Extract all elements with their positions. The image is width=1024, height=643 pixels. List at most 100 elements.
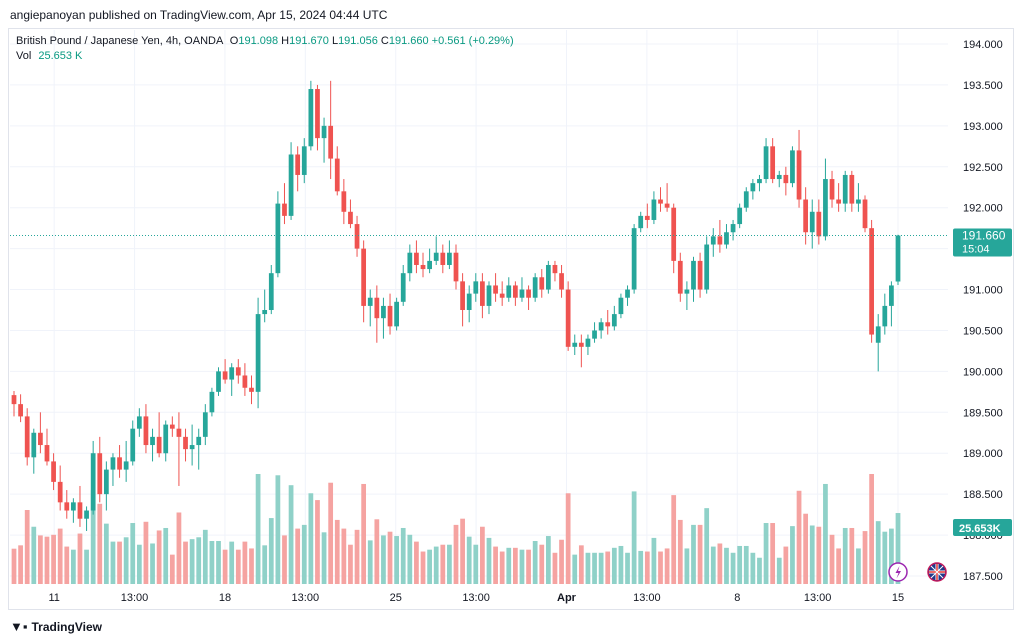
- candle-body: [97, 453, 103, 495]
- high-label: H: [281, 35, 290, 47]
- candle-body: [216, 371, 221, 392]
- candle-body: [803, 199, 809, 233]
- candle-body: [209, 391, 215, 413]
- candle: [341, 179, 347, 225]
- candle: [526, 285, 531, 310]
- candle-body: [387, 305, 393, 327]
- volume-bar: [757, 557, 762, 584]
- candle-body: [136, 416, 142, 429]
- candle: [282, 183, 287, 225]
- time-axis[interactable]: 11 13:00 18 13:00 25 13:00 Apr 13:00 8 13:00 15: [48, 592, 904, 604]
- volume-bar: [143, 521, 149, 584]
- volume-bar: [275, 475, 281, 584]
- candle: [750, 179, 756, 200]
- volume-bar: [328, 482, 334, 584]
- candle: [539, 269, 545, 298]
- open-value: 191.098: [238, 35, 279, 47]
- candle-body: [816, 211, 822, 237]
- candle-body: [268, 273, 274, 310]
- price-axis[interactable]: 194.000193.500193.000192.500192.000191.5…: [963, 39, 1003, 583]
- volume-value: 25.653 K: [38, 50, 83, 62]
- y-tick-label: 188.500: [963, 489, 1003, 501]
- candle-body: [875, 326, 881, 343]
- publisher-line: angiepanoyan published on TradingView.co…: [10, 8, 388, 22]
- candle: [730, 219, 736, 241]
- candle: [209, 387, 215, 417]
- candle-body: [664, 203, 670, 208]
- volume-bar: [315, 500, 320, 584]
- volume-bar: [216, 541, 221, 584]
- candle-body: [44, 445, 50, 462]
- volume-bar: [440, 544, 446, 584]
- symbol-title[interactable]: British Pound / Japanese Yen, 4h, OANDA: [16, 35, 223, 47]
- candle: [658, 187, 663, 212]
- chart-legend: British Pound / Japanese Yen, 4h, OANDA …: [16, 34, 514, 64]
- volume-bar: [585, 552, 591, 584]
- candle-body: [367, 297, 373, 306]
- volume-bar: [341, 528, 347, 584]
- volume-bar: [282, 535, 287, 584]
- candle-body: [644, 215, 650, 220]
- volume-bar: [222, 549, 228, 584]
- chart-frame[interactable]: [8, 28, 1014, 610]
- candle: [803, 187, 809, 245]
- candle-body: [57, 481, 63, 503]
- volume-bar: [18, 545, 23, 584]
- volume-bar: [460, 518, 465, 584]
- candle: [545, 260, 551, 294]
- lightning-icon[interactable]: [888, 562, 908, 582]
- candle: [156, 412, 162, 458]
- candle: [671, 203, 677, 274]
- candle: [348, 199, 353, 229]
- volume-bar: [70, 549, 76, 584]
- candle: [743, 187, 749, 212]
- candle-body: [506, 285, 512, 298]
- candle-body: [572, 342, 578, 347]
- volume-bar: [532, 541, 538, 584]
- volume-label: Vol: [16, 50, 32, 62]
- candle: [651, 191, 657, 225]
- candle-body: [24, 416, 30, 458]
- x-tick-label: 8: [734, 592, 740, 604]
- candle-body: [611, 314, 617, 327]
- candles: [11, 80, 901, 531]
- candle-body: [163, 424, 169, 454]
- candle: [117, 445, 122, 478]
- volume-badge: 25.653K: [953, 519, 1012, 536]
- uk-flag-icon[interactable]: [927, 562, 947, 582]
- volume-bar: [559, 539, 564, 584]
- candle: [836, 183, 842, 212]
- candle: [77, 485, 83, 527]
- y-tick-label: 190.000: [963, 366, 1003, 378]
- tradingview-logo[interactable]: ▼▪ TradingView: [10, 619, 102, 634]
- candle-body: [189, 445, 195, 450]
- candle-body: [90, 453, 96, 511]
- volume-bar: [433, 546, 439, 584]
- volume-bar: [44, 536, 50, 584]
- candle-body: [77, 502, 83, 519]
- x-tick-label: 25: [390, 592, 402, 604]
- candle-body: [757, 179, 762, 184]
- volume-bar: [605, 551, 611, 584]
- candle-body: [288, 154, 294, 216]
- candle: [770, 138, 776, 184]
- candle-body: [202, 412, 208, 437]
- candle-body: [407, 252, 413, 274]
- candle: [611, 305, 617, 331]
- volume-bar: [664, 548, 670, 584]
- volume-bar: [651, 537, 657, 584]
- candle: [420, 252, 426, 278]
- candle-body: [440, 252, 446, 265]
- candle: [249, 375, 254, 405]
- y-tick-label: 189.500: [963, 407, 1003, 419]
- volume-bar: [361, 483, 367, 584]
- candle: [816, 199, 822, 245]
- volume-bar: [658, 551, 663, 584]
- candle: [829, 170, 835, 208]
- y-tick-label: 193.000: [963, 121, 1003, 133]
- candle-body: [671, 207, 677, 261]
- candle-body: [315, 89, 320, 139]
- candle-body: [658, 199, 663, 204]
- candle: [592, 322, 597, 343]
